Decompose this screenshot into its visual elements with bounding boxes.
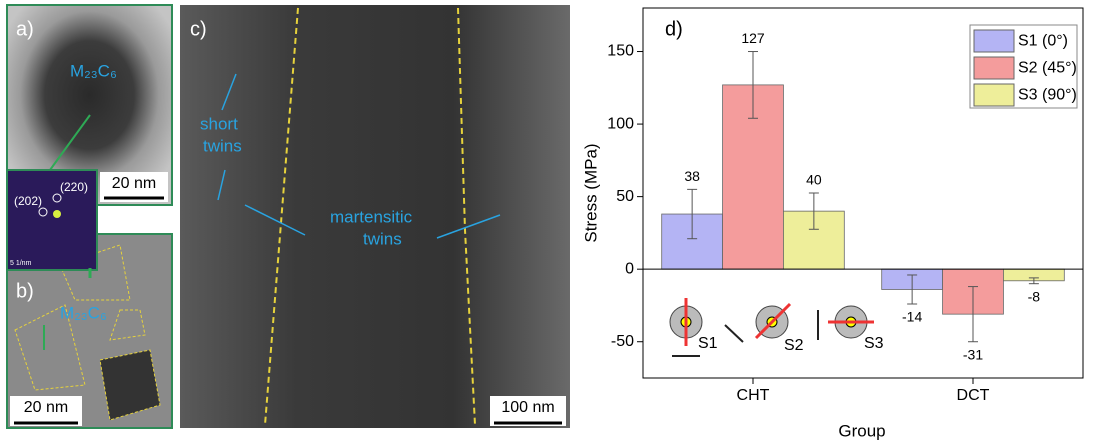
annotation: short	[200, 114, 238, 133]
value-label: 40	[806, 172, 822, 188]
value-label: -8	[1028, 288, 1041, 304]
y-tick-label: -50	[611, 333, 634, 350]
y-tick-label: 100	[607, 115, 634, 132]
panel-label: d)	[665, 18, 683, 40]
panel-label: a)	[16, 18, 34, 40]
panel-label: b)	[16, 280, 34, 302]
legend-label: S1 (0°)	[1018, 33, 1068, 50]
scale-label: 20 nm	[112, 175, 156, 192]
y-tick-label: 50	[616, 188, 634, 205]
legend-swatch	[974, 57, 1014, 79]
legend-swatch	[974, 30, 1014, 52]
schematic-label: S2	[784, 337, 804, 354]
scale-label: 20 nm	[24, 399, 68, 416]
y-axis-label: Stress (MPa)	[581, 143, 600, 242]
x-tick-label: DCT	[957, 387, 990, 404]
saed-inset: (220) (202) 5 1/nm	[7, 170, 97, 270]
legend-label: S2 (45°)	[1018, 60, 1077, 77]
schematic-label: S1	[698, 335, 718, 352]
annotation: twins	[363, 229, 402, 248]
y-tick-label: 0	[625, 260, 634, 277]
phase-label: M₂₃C₆	[60, 303, 107, 322]
panel-c: c) short twins martensitic twins 100 nm	[180, 5, 570, 428]
spot	[53, 210, 61, 218]
value-label: -31	[963, 346, 983, 362]
value-label: 38	[684, 168, 700, 184]
scale-label: 5 1/nm	[10, 260, 32, 267]
legend-label: S3 (90°)	[1018, 87, 1077, 104]
x-axis-label: Group	[838, 421, 885, 440]
value-label: -14	[902, 309, 922, 325]
x-tick-label: CHT	[737, 387, 770, 404]
phase-label: M₂₃C₆	[70, 61, 117, 80]
figure: a) M₂₃C₆ 20 nm b) M₂₃C₆ 20 nm (220) (202…	[0, 0, 1097, 442]
schematic-label: S3	[864, 335, 884, 352]
panel-label: c)	[190, 18, 207, 40]
value-label: 127	[741, 30, 765, 46]
annotation: martensitic	[330, 207, 413, 226]
spot-label: (202)	[14, 194, 42, 208]
legend-swatch	[974, 84, 1014, 106]
spot-label: (220)	[60, 180, 88, 194]
annotation: twins	[203, 136, 242, 155]
scale-label: 100 nm	[501, 399, 554, 416]
y-tick-label: 150	[607, 43, 634, 60]
